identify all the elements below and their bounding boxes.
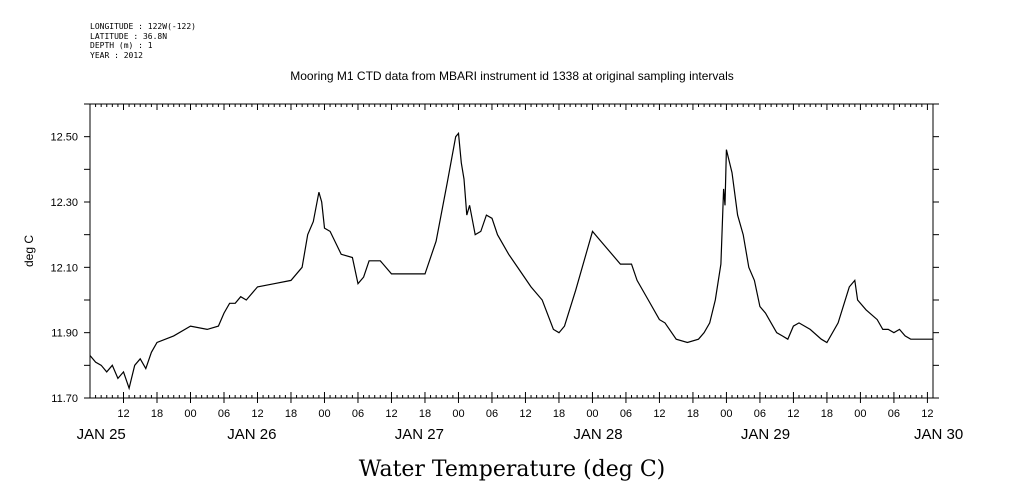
x-axis-label: Water Temperature (deg C) xyxy=(359,457,666,482)
x-tick-label: 18 xyxy=(285,408,297,420)
x-day-label: JAN 25 xyxy=(77,426,126,443)
x-tick-label: 06 xyxy=(754,408,766,420)
y-tick-label: 11.70 xyxy=(51,393,78,405)
series-line xyxy=(89,131,933,391)
x-tick-label: 06 xyxy=(486,408,498,420)
latitude-text: LATITUDE : 36.8N xyxy=(90,31,168,41)
metadata-block: LONGITUDE : 122W(-122) LATITUDE : 36.8N … xyxy=(90,22,196,60)
y-tick-label: 12.10 xyxy=(50,262,78,274)
x-day-label: JAN 29 xyxy=(741,426,790,443)
x-tick-label: 00 xyxy=(854,408,866,420)
x-tick-label: 18 xyxy=(419,408,431,420)
x-day-label: JAN 30 xyxy=(914,426,963,443)
x-tick-label: 12 xyxy=(519,408,531,420)
longitude-text: LONGITUDE : 122W(-122) xyxy=(90,22,196,31)
x-day-label: JAN 27 xyxy=(395,426,444,443)
x-tick-label: 18 xyxy=(687,408,699,420)
x-tick-label: 12 xyxy=(385,408,397,420)
axis-ticks xyxy=(84,103,939,403)
depth-text: DEPTH (m) : 1 xyxy=(90,41,153,50)
x-tick-label: 00 xyxy=(452,408,464,420)
x-tick-label: 00 xyxy=(720,408,732,420)
x-tick-label: 12 xyxy=(251,408,263,420)
x-tick-label: 12 xyxy=(787,408,799,420)
year-text: YEAR : 2012 xyxy=(90,50,143,60)
x-tick-label: 18 xyxy=(821,408,833,420)
axis-labels: 12 18 00 06 12 18 00 06 12 18 00 06 12 18 00 06 12 18 00 06… xyxy=(50,132,963,443)
x-tick-label: 06 xyxy=(620,408,632,420)
x-tick-label: 12 xyxy=(653,408,665,420)
y-tick-label: 12.30 xyxy=(50,197,78,209)
x-tick-label: 06 xyxy=(352,408,364,420)
x-day-label: JAN 28 xyxy=(573,426,622,443)
y-tick-label: 11.90 xyxy=(51,328,78,340)
x-tick-label: 12 xyxy=(921,408,933,420)
x-tick-label: 18 xyxy=(151,408,163,420)
x-tick-label: 06 xyxy=(888,408,900,420)
x-tick-label: 00 xyxy=(318,408,330,420)
x-day-label: JAN 26 xyxy=(227,426,276,443)
x-tick-label: 00 xyxy=(586,408,598,420)
x-tick-label: 18 xyxy=(553,408,565,420)
x-tick-label: 12 xyxy=(117,408,129,420)
x-tick-label: 06 xyxy=(218,408,230,420)
plot-frame xyxy=(89,103,934,399)
x-tick-label: 00 xyxy=(184,408,196,420)
chart-title: Mooring M1 CTD data from MBARI instrumen… xyxy=(290,69,734,83)
y-axis-label: deg C xyxy=(22,235,36,267)
y-tick-label: 12.50 xyxy=(50,132,78,144)
